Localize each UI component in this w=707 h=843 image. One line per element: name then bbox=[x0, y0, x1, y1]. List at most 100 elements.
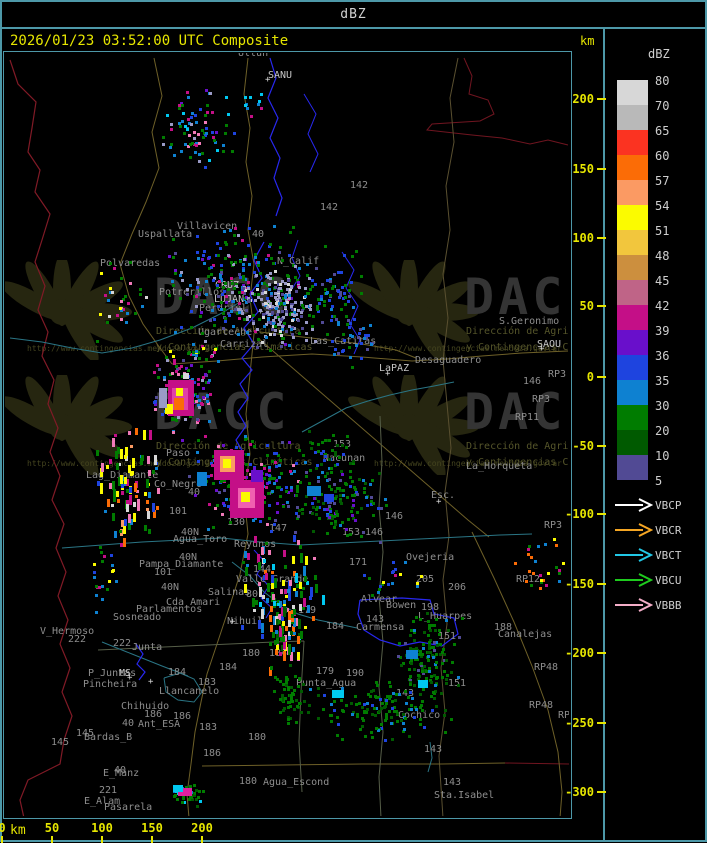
radar-echo-pixel bbox=[356, 335, 360, 339]
radar-echo-pixel bbox=[256, 345, 260, 349]
radar-echo-core bbox=[332, 690, 344, 698]
radar-echo-pixel bbox=[375, 684, 379, 688]
radar-echo-pixel bbox=[374, 727, 378, 731]
radar-echo-pixel bbox=[309, 304, 313, 308]
radar-echo-pixel bbox=[439, 692, 443, 696]
radar-echo-pixel bbox=[286, 298, 290, 302]
right-axis-tick-label: 0 bbox=[586, 370, 594, 384]
bottom-axis-tick-label: 200 bbox=[191, 821, 213, 835]
right-axis-tick bbox=[597, 791, 606, 793]
radar-echo-pixel bbox=[456, 676, 460, 680]
map-label: Carmensa bbox=[356, 622, 405, 633]
radar-echo-pixel bbox=[212, 317, 216, 321]
map-label: 184 bbox=[219, 662, 238, 673]
radar-echo-pixel bbox=[413, 658, 417, 662]
right-axis-tick bbox=[597, 513, 606, 515]
map-label: 184 bbox=[326, 621, 345, 632]
radar-echo-pixel bbox=[289, 231, 293, 235]
radar-echo-pixel bbox=[420, 708, 424, 712]
radar-echo-pixel bbox=[329, 702, 333, 706]
right-axis-tick bbox=[597, 445, 606, 447]
title-bar: dBZ bbox=[2, 2, 705, 29]
radar-echo-pixel bbox=[262, 325, 266, 329]
radar-echo-pixel bbox=[317, 686, 321, 690]
radar-echo-pixel bbox=[194, 295, 198, 299]
map-label: 143 bbox=[424, 744, 443, 755]
radar-echo-pixel bbox=[346, 322, 350, 326]
radar-echo-pixel bbox=[268, 304, 272, 308]
radar-echo-pixel bbox=[398, 693, 402, 697]
radar-echo-pixel bbox=[246, 317, 250, 321]
radar-echo-pixel bbox=[338, 455, 342, 459]
map-label: Las_Catitas bbox=[310, 337, 376, 347]
radar-echo-pixel bbox=[439, 653, 443, 657]
radar-echo-pixel bbox=[205, 280, 209, 284]
radar-echo-pixel bbox=[341, 687, 345, 691]
radar-echo-pixel bbox=[293, 618, 297, 628]
map-label: 222 bbox=[68, 634, 87, 645]
radar-echo-pixel bbox=[335, 318, 339, 322]
radar-echo-core bbox=[251, 470, 263, 482]
radar-echo-pixel bbox=[337, 271, 341, 275]
radar-echo-pixel bbox=[238, 272, 242, 276]
radar-echo-pixel bbox=[430, 694, 434, 698]
radar-echo-pixel bbox=[451, 661, 454, 665]
radar-echo-pixel bbox=[431, 709, 435, 713]
radar-echo-pixel bbox=[271, 262, 275, 266]
radar-echo-pixel bbox=[360, 507, 364, 511]
radar-echo-pixel bbox=[254, 298, 258, 302]
radar-echo-pixel bbox=[241, 287, 245, 291]
radar-echo-pixel bbox=[276, 304, 280, 308]
radar-echo-pixel bbox=[146, 478, 150, 488]
radar-echo-pixel bbox=[317, 500, 321, 504]
radar-echo-pixel bbox=[268, 504, 272, 508]
radar-echo-pixel bbox=[266, 443, 270, 447]
radar-echo-pixel bbox=[230, 260, 234, 264]
radar-echo-pixel bbox=[232, 299, 236, 303]
radar-echo-pixel bbox=[296, 651, 300, 660]
radar-echo-pixel bbox=[295, 590, 299, 597]
radar-echo-pixel bbox=[203, 121, 207, 125]
radar-echo-pixel bbox=[267, 300, 271, 304]
radar-echo-pixel bbox=[342, 709, 346, 713]
radar-echo-pixel bbox=[376, 728, 380, 732]
radar-echo-pixel bbox=[230, 310, 234, 314]
radar-echo-pixel bbox=[271, 489, 275, 493]
radar-echo-pixel bbox=[303, 502, 307, 506]
radar-echo-pixel bbox=[190, 353, 194, 357]
radar-echo-pixel bbox=[274, 305, 278, 309]
map-label: Junta bbox=[132, 642, 163, 653]
scale-band bbox=[617, 105, 648, 130]
radar-echo-pixel bbox=[260, 547, 264, 556]
radar-echo-core bbox=[406, 650, 418, 659]
radar-echo-pixel bbox=[319, 295, 323, 299]
radar-echo-pixel bbox=[190, 377, 194, 381]
radar-echo-pixel bbox=[433, 640, 437, 644]
map-label: Paso bbox=[166, 448, 191, 459]
radar-echo-pixel bbox=[398, 573, 402, 577]
map-label: RP3 bbox=[532, 394, 551, 405]
radar-echo-pixel bbox=[305, 338, 309, 342]
map-label: 153 bbox=[342, 528, 360, 538]
radar-echo-pixel bbox=[338, 493, 342, 497]
radar-echo-pixel bbox=[199, 288, 203, 292]
bottom-axis-tick-label: 0 bbox=[0, 821, 6, 835]
radar-echo-pixel bbox=[271, 631, 275, 638]
radar-echo-pixel bbox=[414, 707, 418, 711]
radar-echo-pixel bbox=[373, 714, 377, 718]
radar-echo-pixel bbox=[119, 276, 123, 280]
radar-echo-pixel bbox=[419, 693, 423, 697]
radar-echo-pixel bbox=[271, 459, 275, 463]
radar-echo-pixel bbox=[350, 494, 354, 498]
radar-echo-pixel bbox=[283, 295, 287, 299]
radar-echo-pixel bbox=[310, 586, 314, 597]
radar-echo-pixel bbox=[355, 250, 359, 254]
radar-echo-pixel bbox=[207, 379, 211, 383]
radar-echo-pixel bbox=[407, 708, 411, 712]
radar-echo-pixel bbox=[371, 688, 375, 692]
radar-echo-pixel bbox=[329, 466, 333, 470]
radar-echo-pixel bbox=[346, 517, 350, 521]
radar-echo-pixel bbox=[326, 531, 329, 535]
radar-echo-pixel bbox=[191, 352, 195, 356]
radar-echo-pixel bbox=[244, 436, 248, 440]
